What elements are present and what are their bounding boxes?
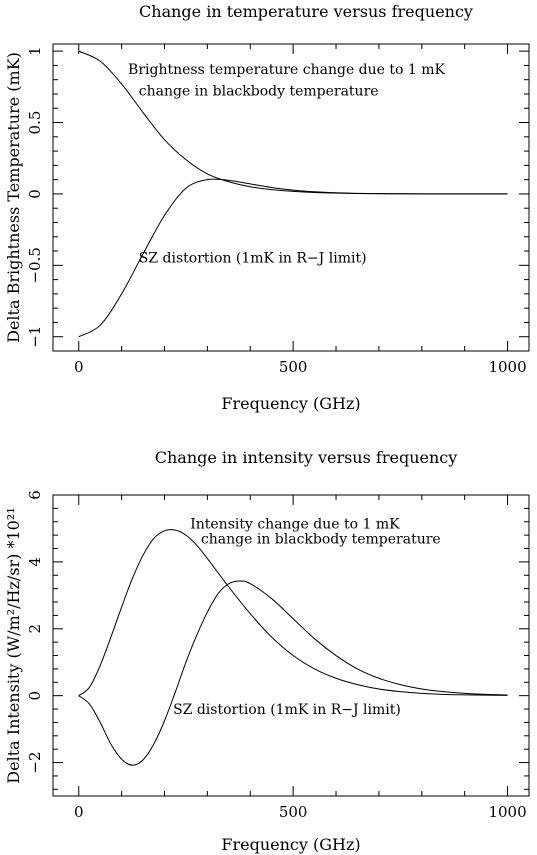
chart2-series-line-1 <box>78 529 508 697</box>
chart1-x-tick-label: 0 <box>74 358 84 376</box>
chart2-x-tick-label: 0 <box>74 803 84 821</box>
chart1-x-tick-label: 1000 <box>488 358 526 376</box>
chart1-y-tick-label: 0.5 <box>26 111 44 135</box>
chart2-annotation-1: Intensity change due to 1 mK <box>190 516 400 532</box>
chart1-x-tick-label: 500 <box>279 358 308 376</box>
chart2-y-tick-label: 0 <box>26 691 44 701</box>
chart1-y-tick-label: −0.5 <box>26 247 44 283</box>
chart1-title: Change in temperature versus frequency <box>139 2 473 21</box>
chart2-title: Change in intensity versus frequency <box>155 448 458 467</box>
chart2-series-line-2 <box>78 580 508 766</box>
chart1-x-axis-label: Frequency (GHz) <box>221 394 360 413</box>
chart2-x-axis-label: Frequency (GHz) <box>221 835 360 854</box>
chart2-y-tick-label: 2 <box>26 624 44 634</box>
chart1-y-tick-label: −1 <box>26 326 44 348</box>
chart2-y-axis-label: Delta Intensity (W/m²/Hz/sr) *10²¹ <box>4 507 23 783</box>
chart1-y-tick-label: 1 <box>26 46 44 56</box>
chart2-x-tick-label: 500 <box>279 803 308 821</box>
chart2-y-tick-label: 6 <box>26 490 44 500</box>
chart1-annotation-3: SZ distortion (1mK in R−J limit) <box>139 250 367 266</box>
chart1-y-tick-label: 0 <box>26 189 44 199</box>
chart1-annotation-2: change in blackbody temperature <box>139 83 379 99</box>
chart1-plot-frame <box>52 43 530 352</box>
chart1-series-line-2 <box>78 178 508 338</box>
chart2-annotation-2: change in blackbody temperature <box>201 531 441 547</box>
chart2-annotation-3: SZ distortion (1mK in R−J limit) <box>173 702 401 718</box>
chart2-y-tick-label: −2 <box>26 751 44 773</box>
chart2-x-tick-label: 1000 <box>488 803 526 821</box>
chart2-plot-frame <box>52 494 530 797</box>
chart1-y-axis-label: Delta Brightness Temperature (mK) <box>4 52 23 343</box>
chart1-annotation-1: Brightness temperature change due to 1 m… <box>128 62 445 78</box>
chart2-y-tick-label: 4 <box>26 557 44 567</box>
